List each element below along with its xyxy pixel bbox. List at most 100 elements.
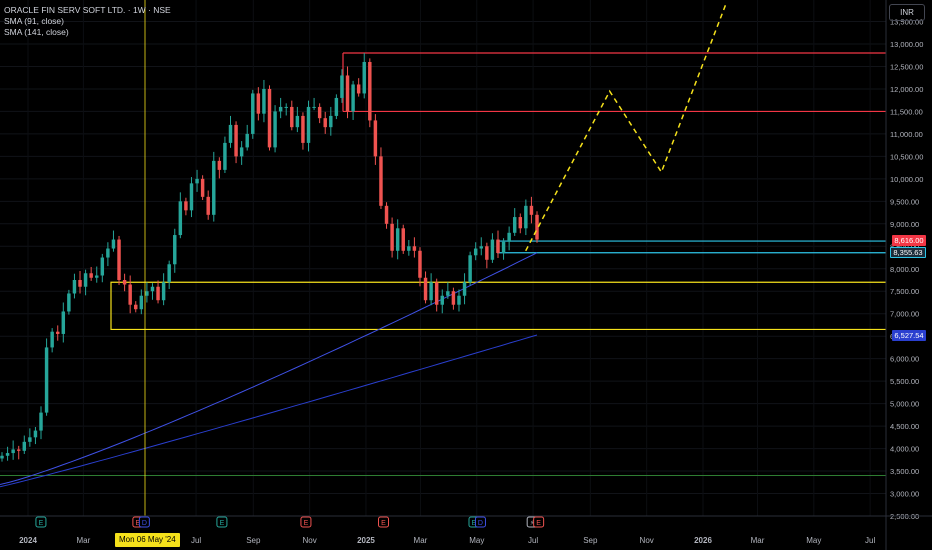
candle-down (156, 286, 160, 301)
candle-up (468, 255, 472, 283)
candle-down (256, 93, 261, 114)
event-marker-label: E (304, 520, 309, 527)
y-tick-label: 10,500.00 (890, 152, 923, 161)
y-tick-label: 6,000.00 (890, 355, 919, 364)
candle-up (295, 115, 300, 128)
y-tick-label: 11,000.00 (890, 130, 923, 139)
price-label-sma: 6,527.54 (892, 330, 926, 341)
candle-up (173, 235, 177, 265)
sma-91-legend[interactable]: SMA (91, close) (4, 16, 64, 26)
candle-up (446, 291, 450, 296)
candle-down (496, 239, 500, 254)
candle-up (50, 331, 54, 348)
candle-down (117, 239, 121, 280)
y-tick-label: 4,000.00 (890, 445, 919, 454)
event-marker-label: D (478, 520, 483, 527)
candle-up (479, 246, 483, 249)
y-tick-label: 4,500.00 (890, 422, 919, 431)
candle-up (507, 232, 511, 242)
candle-up (457, 295, 461, 305)
sma-141-legend[interactable]: SMA (141, close) (4, 27, 69, 37)
x-tick-label: 2026 (694, 536, 712, 545)
y-tick-label: 5,500.00 (890, 377, 919, 386)
x-tick-label: Nov (303, 536, 317, 545)
candle-up (167, 264, 171, 283)
y-tick-label: 3,000.00 (890, 490, 919, 499)
candle-down (217, 160, 222, 170)
candle-up (100, 257, 105, 276)
x-tick-label: Nov (640, 536, 654, 545)
candle-up (490, 239, 495, 260)
candle-up (44, 347, 49, 413)
candle-down (529, 205, 534, 215)
candle-up (150, 286, 155, 292)
candle-up (351, 84, 355, 112)
candle-down (418, 250, 422, 278)
candle-down (345, 75, 350, 112)
event-marker-label: D (142, 520, 147, 527)
candle-down (134, 304, 138, 310)
candle-up (462, 282, 467, 296)
candle-down (401, 228, 405, 251)
candle-up (278, 106, 283, 112)
y-tick-label: 8,000.00 (890, 265, 919, 274)
candle-up (33, 430, 38, 438)
y-tick-label: 13,000.00 (890, 40, 923, 49)
candle-down (518, 217, 523, 229)
candle-up (329, 115, 333, 128)
x-tick-label: May (806, 536, 821, 545)
candle-down (423, 277, 428, 301)
candle-up (512, 217, 517, 233)
event-marker-box (300, 516, 312, 528)
candle-up (306, 106, 311, 143)
candle-up (239, 147, 244, 157)
x-tick-label: May (469, 536, 484, 545)
candle-down (56, 331, 60, 334)
candle-down (206, 196, 210, 215)
candle-up (5, 453, 10, 456)
candle-down (412, 246, 417, 251)
sma-91-line (0, 252, 538, 485)
event-marker-label: E (39, 520, 44, 527)
event-marker-label: ⚡ (530, 519, 535, 527)
currency-button[interactable]: INR (889, 4, 925, 21)
y-tick-label: 5,000.00 (890, 400, 919, 409)
y-tick-label: 11,500.00 (890, 107, 923, 116)
projection-zigzag (525, 3, 727, 252)
candle-up (340, 75, 344, 98)
candle-down (368, 61, 372, 121)
x-tick-label: Sep (246, 536, 261, 545)
price-axis[interactable]: 2,500.003,000.003,500.004,000.004,500.00… (885, 0, 923, 550)
symbol-title[interactable]: ORACLE FIN SERV SOFT LTD. · 1W · NSE (4, 5, 171, 15)
candle-up (61, 311, 66, 334)
candle-down (390, 223, 394, 251)
yellow-demand-zone (110, 281, 886, 331)
candle-up (395, 228, 400, 251)
candle-up (95, 275, 99, 278)
candle-down (317, 106, 322, 119)
candle-down (128, 284, 132, 305)
x-tick-label: Jul (865, 536, 875, 545)
time-axis[interactable]: 2024 Mar Jul Sep Nov 2025 Mar May Jul Sep Nov 2026 M… (0, 515, 932, 545)
y-tick-label: 12,000.00 (890, 85, 923, 94)
candle-down (434, 282, 439, 305)
candle-up (195, 178, 199, 184)
candle-up (22, 441, 27, 451)
event-marker-label: E (381, 520, 386, 527)
candle-up (284, 106, 288, 108)
candles (0, 52, 539, 462)
candle-down (267, 88, 272, 148)
candle-down (290, 106, 294, 128)
candle-down (16, 449, 21, 451)
sma-141-line (0, 334, 538, 488)
x-tick-label: Jul (191, 536, 201, 545)
candle-up (245, 133, 249, 148)
crosshair-date-label: Mon 06 May '24 (115, 533, 180, 547)
candle-up (473, 248, 478, 256)
candle-up (251, 93, 255, 134)
event-marker-box (533, 516, 545, 528)
candle-up (28, 437, 32, 442)
candle-up (212, 160, 216, 215)
candle-up (39, 412, 43, 431)
